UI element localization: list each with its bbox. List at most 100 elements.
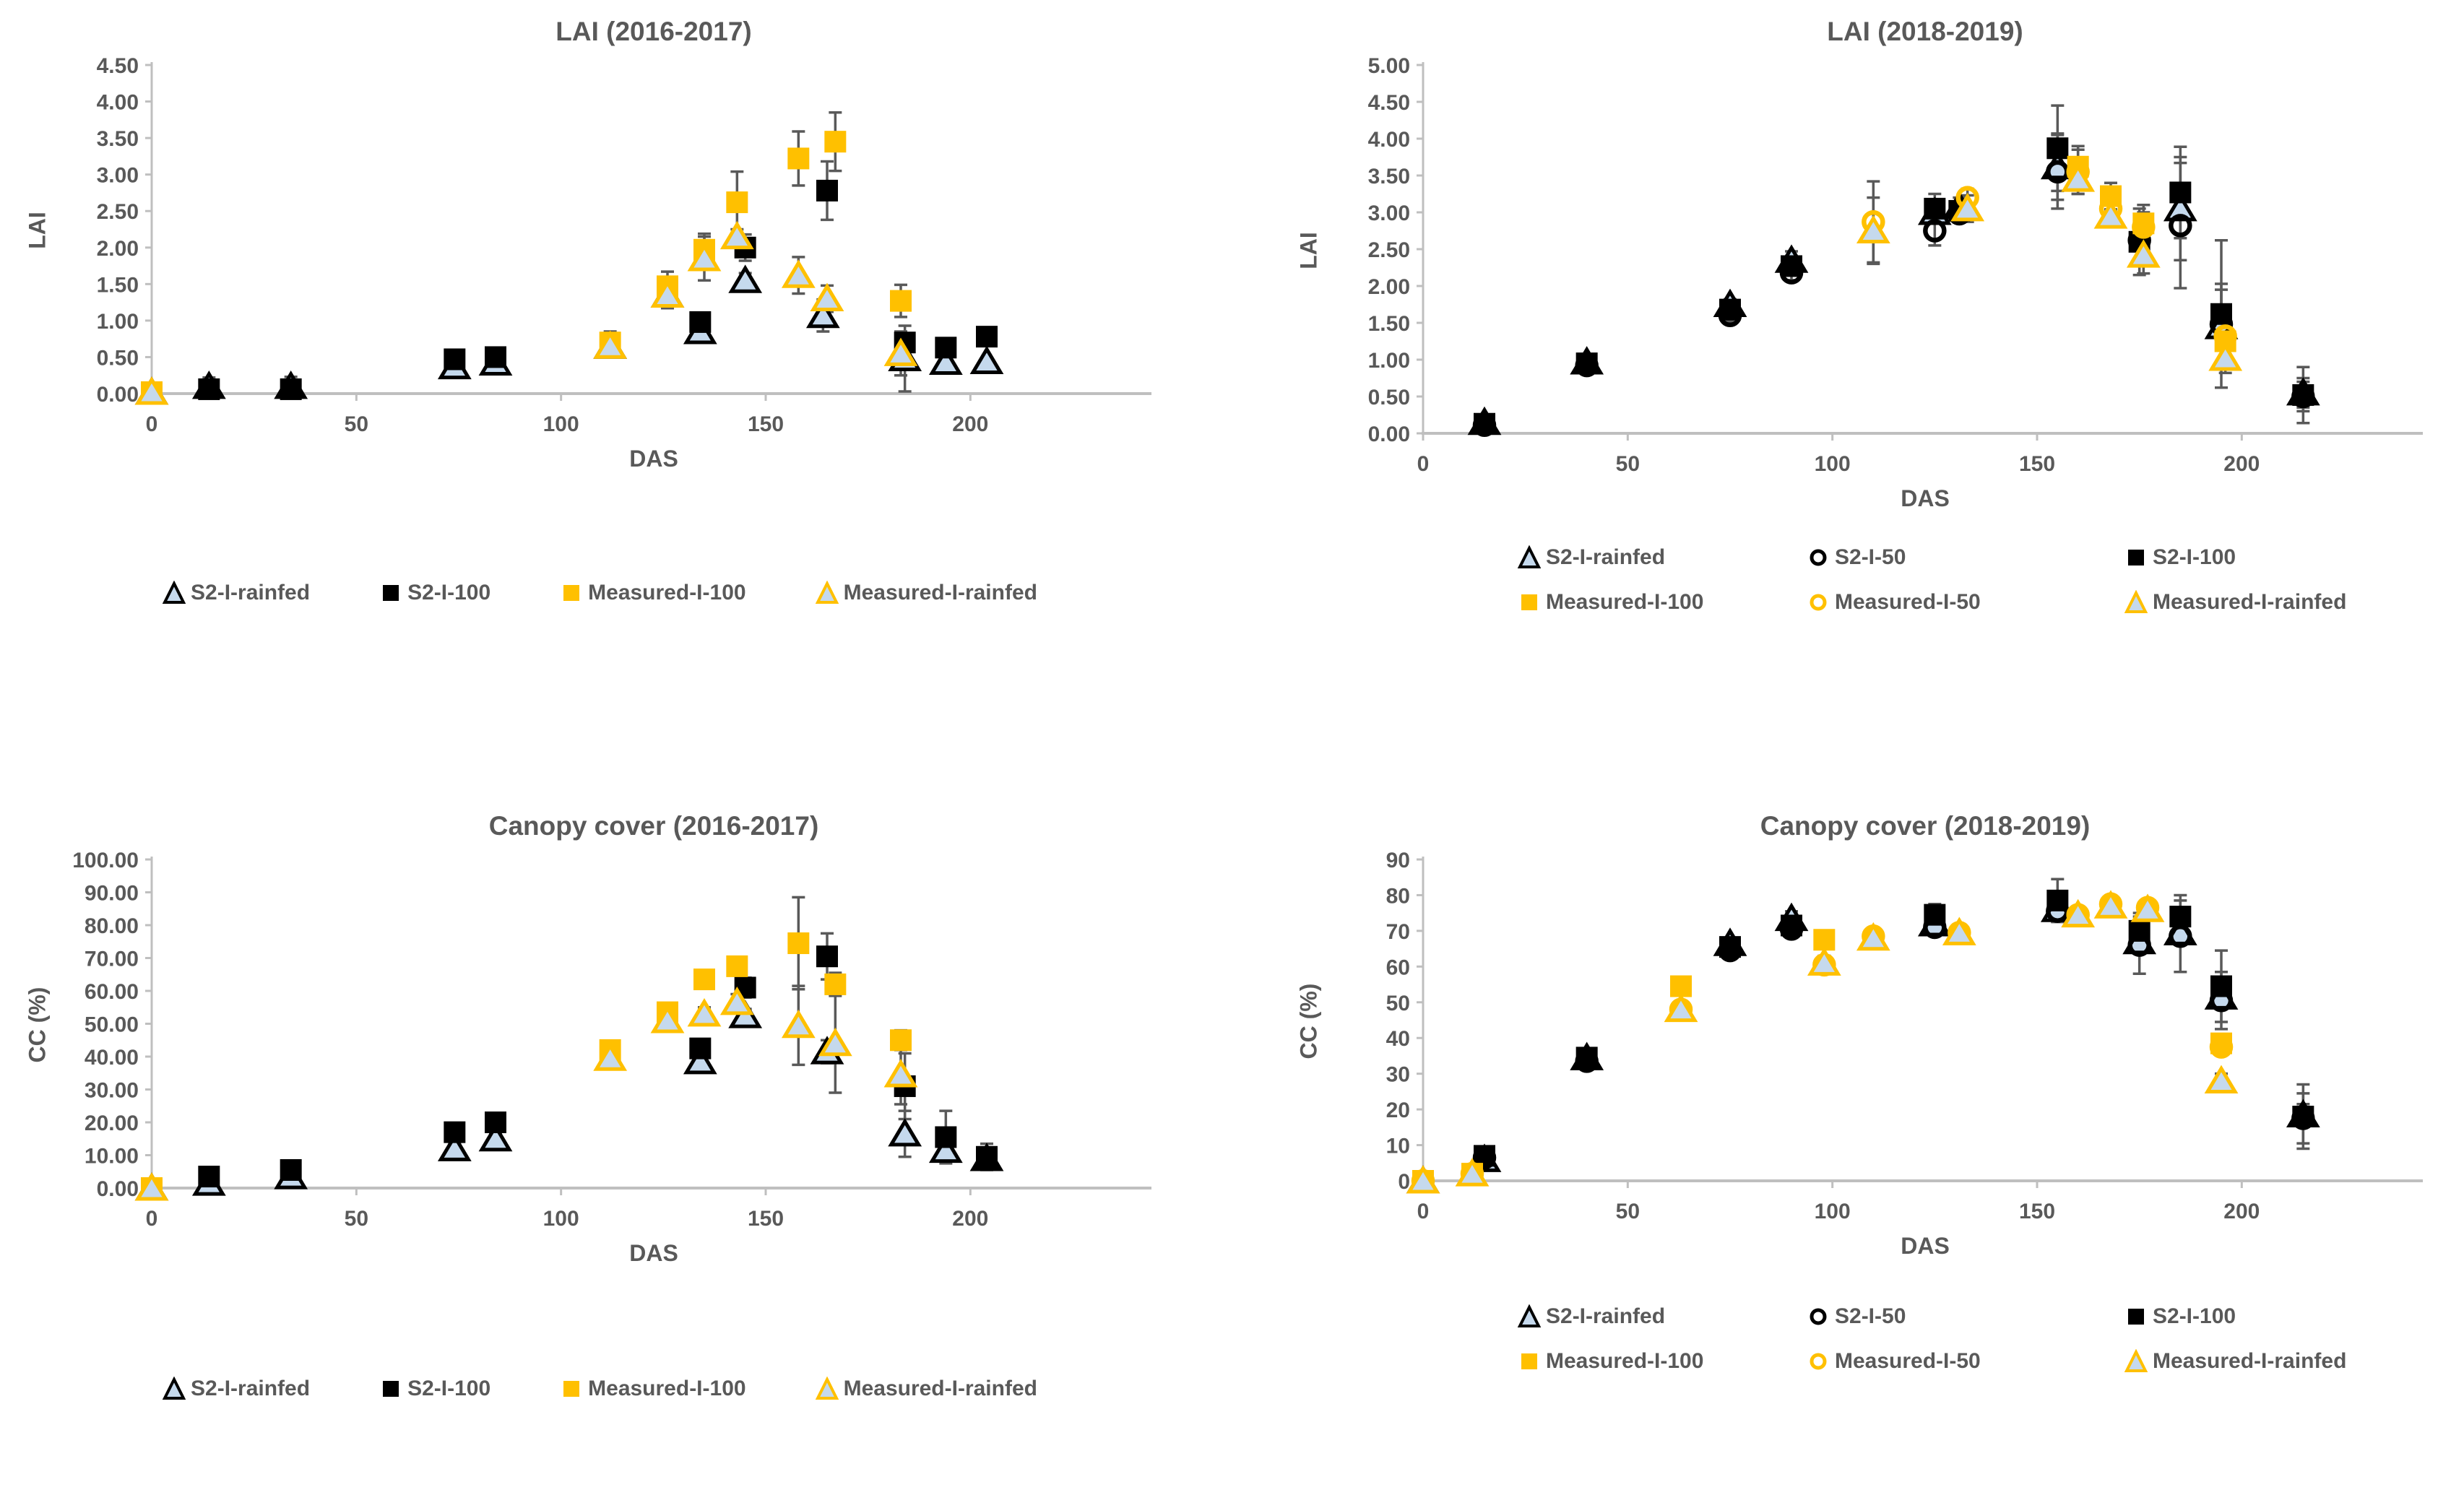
data-point-triangle (650, 279, 685, 308)
legend-label: S2-I-rainfed (1546, 545, 1666, 569)
legend-label: Measured-I-100 (588, 581, 746, 604)
x-tick-label: 150 (748, 1207, 784, 1231)
data-point-square (444, 348, 466, 370)
y-tick-label: 0 (1398, 1170, 1410, 1194)
data-point-triangle (1950, 193, 1985, 222)
data-point-circle (2209, 989, 2234, 1013)
series-measured-i-rainfed (134, 220, 918, 405)
x-tick-label: 200 (2223, 452, 2260, 476)
series-measured-i-rainfed (1406, 890, 2239, 1194)
data-point-triangle (719, 987, 754, 1015)
data-point-triangle (687, 997, 722, 1027)
data-point-circle (1718, 938, 1742, 963)
x-tick-label: 200 (2223, 1200, 2260, 1223)
y-tick-label: 0.00 (1368, 422, 1410, 446)
series-measured-i-rainfed (1856, 163, 2243, 371)
data-point-triangle (1807, 947, 1841, 976)
chart-panel-lai-2016-2017: LAI (2016-2017) LAI 0.00 0.50 1.00 1.50 2.00… (0, 0, 1232, 754)
data-point-square (1924, 197, 1946, 220)
x-tick-label: 50 (345, 412, 368, 436)
series-s2-i-100 (1474, 137, 2314, 435)
data-point-square (2169, 906, 2192, 928)
y-tick-label: 10.00 (85, 1145, 139, 1169)
y-axis-title: CC (%) (1295, 983, 1322, 1060)
y-tick-label: 5.00 (1368, 54, 1410, 78)
data-point-square (280, 1158, 302, 1181)
data-point-triangle (2061, 163, 2096, 192)
legend-row: S2-I-rainfed S2-I-50 S2-I-100 (1271, 1304, 2464, 1329)
data-point-triangle (1455, 1158, 1490, 1187)
data-point-triangle (728, 264, 763, 293)
legend-label: S2-I-50 (1835, 1304, 1906, 1328)
data-point-square (444, 1121, 466, 1143)
data-point-square (198, 1166, 220, 1188)
y-tick-label: 3.00 (97, 164, 139, 188)
triangle-legend-icon (1517, 1304, 1542, 1327)
data-point-triangle (593, 1042, 628, 1071)
circle-legend-icon (1810, 549, 1827, 566)
chart-panel-cc-2018-2019: Canopy cover (2018-2019) CC (%) 0 10 20 30 4… (1232, 754, 2464, 1508)
square-legend-icon (563, 1381, 580, 1397)
data-point-triangle (1406, 1165, 1440, 1194)
data-point-triangle (2093, 890, 2128, 919)
y-tick-label: 0.50 (97, 346, 139, 370)
legend-label: S2-I-50 (1835, 545, 1906, 569)
data-point-triangle (928, 1134, 963, 1164)
y-axis-title: LAI (24, 212, 51, 249)
legend-item-s2-i-50: S2-I-50 (1806, 545, 2124, 570)
legend-label: Measured-I-50 (1835, 590, 1981, 614)
data-point-triangle (883, 1059, 918, 1088)
data-point-circle (2291, 1106, 2315, 1130)
data-point-triangle (883, 337, 918, 366)
chart-area: CC (%) 0 10 20 30 40 50 60 70 80 90 0 50 100 150 200 D… (1271, 848, 2427, 1260)
y-tick-label: 40.00 (85, 1046, 139, 1070)
data-point-circle (2127, 933, 2151, 957)
data-point-square (976, 326, 998, 348)
y-tick-label: 3.50 (1368, 165, 1410, 188)
data-point-triangle (810, 282, 844, 312)
data-point-circle (2169, 924, 2192, 948)
triangle-legend-icon (1517, 545, 1542, 568)
data-point-triangle (683, 1045, 717, 1075)
square-legend-icon (563, 585, 580, 601)
data-point-square (689, 311, 712, 333)
y-tick-label: 2.50 (97, 200, 139, 224)
data-point-circle (1472, 1145, 1497, 1170)
y-tick-label: 90.00 (85, 882, 139, 906)
data-point-triangle (2061, 898, 2096, 928)
chart-legend: S2-I-rainfed S2-I-100 Measured-I-100 Measur… (87, 1377, 1112, 1401)
legend-label: Measured-I-rainfed (843, 581, 1037, 604)
chart-canvas: 0.00 0.50 1.00 1.50 2.00 2.50 3.00 3.50 4.00 4.50… (97, 54, 1151, 436)
y-tick-label: 40 (1386, 1027, 1410, 1051)
legend-item-measured-i-rainfed: Measured-I-rainfed (2124, 590, 2464, 615)
data-point-square (816, 945, 838, 968)
data-point-triangle (1856, 922, 1890, 951)
x-axis-title: DAS (629, 1240, 678, 1266)
legend-label: Measured-I-rainfed (2153, 1349, 2347, 1373)
legend-label: Measured-I-rainfed (2153, 590, 2347, 614)
y-tick-label: 1.50 (1368, 312, 1410, 336)
x-tick-label: 100 (543, 1207, 579, 1231)
data-point-square (485, 1112, 506, 1133)
data-point-square (787, 147, 810, 170)
data-point-triangle (2130, 893, 2165, 922)
data-point-triangle (134, 376, 169, 405)
triangle-legend-icon (815, 581, 839, 604)
chart-title: Canopy cover (2018-2019) (1760, 811, 2091, 841)
x-tick-label: 0 (146, 1207, 158, 1231)
legend-label: S2-I-100 (2153, 545, 2236, 569)
triangle-legend-icon (162, 1377, 186, 1400)
square-legend-icon (383, 585, 399, 601)
series-measured-i-rainfed (134, 987, 918, 1201)
x-tick-label: 50 (1616, 1200, 1640, 1223)
chart-panel-lai-2018-2019: LAI (2018-2019) LAI 0.00 0.50 1.00 1.50 2.00… (1232, 0, 2464, 754)
x-tick-label: 100 (543, 412, 579, 436)
x-tick-label: 150 (2019, 1200, 2055, 1223)
y-tick-label: 60 (1386, 956, 1410, 979)
y-tick-label: 60.00 (85, 980, 139, 1004)
chart-area: LAI 0.00 0.50 1.00 1.50 2.00 2.50 3.00 3.50 4.00… (0, 53, 1156, 472)
x-axis-title: DAS (1901, 1233, 1950, 1259)
data-point-square (485, 346, 506, 368)
data-point-triangle (2163, 193, 2197, 222)
legend-item-s2-i-100: S2-I-100 (2124, 1304, 2464, 1329)
